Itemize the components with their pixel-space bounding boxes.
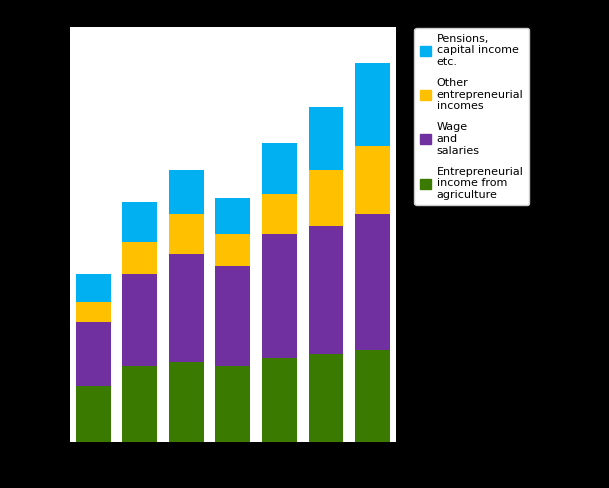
Bar: [76, 274, 111, 302]
Bar: [309, 226, 343, 354]
Bar: [169, 254, 204, 362]
Bar: [262, 142, 297, 194]
Bar: [355, 350, 390, 442]
Bar: [309, 106, 343, 170]
Bar: [122, 203, 157, 242]
Bar: [262, 358, 297, 442]
Bar: [76, 386, 111, 442]
Bar: [355, 214, 390, 350]
Bar: [122, 274, 157, 366]
Bar: [309, 354, 343, 442]
Bar: [216, 266, 250, 366]
Bar: [262, 234, 297, 358]
Bar: [169, 362, 204, 442]
Bar: [76, 322, 111, 386]
Bar: [216, 366, 250, 442]
Bar: [216, 198, 250, 234]
Bar: [122, 242, 157, 274]
Bar: [76, 302, 111, 322]
Legend: Pensions,
capital income
etc., Other
entrepreneurial
incomes, Wage
and
salaries,: Pensions, capital income etc., Other ent…: [415, 28, 529, 205]
Bar: [355, 63, 390, 146]
Bar: [355, 146, 390, 214]
Bar: [309, 170, 343, 226]
Bar: [262, 194, 297, 234]
Bar: [169, 170, 204, 214]
Bar: [169, 214, 204, 254]
Bar: [122, 366, 157, 442]
Bar: [216, 234, 250, 266]
